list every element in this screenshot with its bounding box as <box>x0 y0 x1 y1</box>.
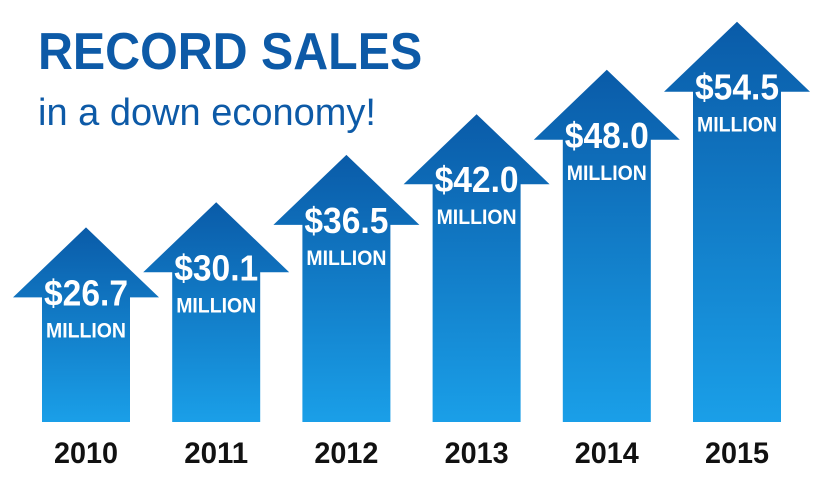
chart-subtitle: in a down economy! <box>38 92 376 134</box>
arrow-bar-2012 <box>273 154 420 422</box>
unit-label-2011: MILLION <box>176 294 256 317</box>
arrow-bar-2015 <box>664 21 810 422</box>
year-label-2013: 2013 <box>445 437 509 470</box>
chart-title: RECORD SALES <box>38 23 423 81</box>
value-label-2015: $54.5 <box>695 67 779 108</box>
arrow-bar-2010 <box>13 227 159 422</box>
arrow-bar-2011 <box>143 202 290 422</box>
unit-label-2015: MILLION <box>697 114 777 137</box>
year-label-2014: 2014 <box>575 437 639 470</box>
year-label-2012: 2012 <box>314 437 378 470</box>
arrow-bar-2013 <box>403 114 550 422</box>
value-label-2014: $48.0 <box>565 115 649 156</box>
unit-label-2010: MILLION <box>46 319 126 342</box>
year-label-2010: 2010 <box>54 437 118 470</box>
arrow-bar-2014 <box>533 69 680 423</box>
year-label-2011: 2011 <box>184 437 248 470</box>
year-label-2015: 2015 <box>705 437 769 470</box>
value-label-2010: $26.7 <box>44 272 128 313</box>
value-label-2012: $36.5 <box>304 200 388 241</box>
value-label-2011: $30.1 <box>174 247 258 288</box>
unit-label-2014: MILLION <box>567 162 647 185</box>
value-label-2013: $42.0 <box>435 159 519 200</box>
unit-label-2012: MILLION <box>306 247 386 270</box>
unit-label-2013: MILLION <box>437 206 517 229</box>
